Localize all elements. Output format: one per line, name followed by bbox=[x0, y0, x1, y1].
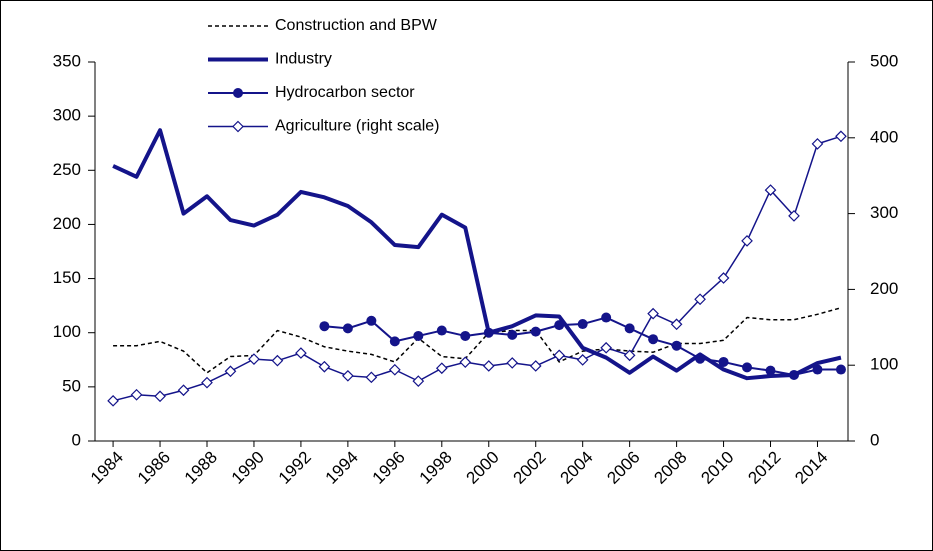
point bbox=[483, 327, 494, 338]
legend-marker bbox=[233, 88, 243, 98]
point bbox=[648, 334, 659, 345]
point bbox=[717, 272, 730, 284]
point bbox=[741, 235, 753, 247]
point bbox=[460, 330, 471, 341]
y-tick-label: 50 bbox=[62, 376, 81, 395]
y-tick-label: 150 bbox=[53, 268, 81, 287]
point bbox=[342, 323, 353, 334]
point bbox=[318, 360, 331, 373]
point bbox=[271, 354, 284, 367]
point bbox=[577, 319, 588, 330]
point bbox=[506, 357, 519, 369]
y-tick-label: 0 bbox=[72, 430, 81, 449]
y-tick-label: 250 bbox=[53, 160, 81, 179]
point bbox=[811, 138, 824, 150]
point bbox=[224, 365, 237, 378]
point bbox=[553, 349, 566, 362]
point bbox=[177, 384, 190, 397]
y-tick-label: 300 bbox=[53, 106, 81, 125]
legend-label: Hydrocarbon sector bbox=[275, 84, 415, 101]
point bbox=[435, 362, 448, 375]
point bbox=[319, 321, 330, 332]
point bbox=[788, 210, 800, 222]
point bbox=[647, 307, 659, 320]
legend-label: Industry bbox=[275, 51, 332, 68]
point bbox=[365, 371, 378, 384]
point bbox=[554, 320, 565, 331]
legend-marker bbox=[232, 120, 244, 133]
y2-tick-label: 400 bbox=[870, 127, 898, 146]
point bbox=[154, 390, 166, 403]
point bbox=[482, 360, 495, 372]
point bbox=[576, 354, 589, 366]
point bbox=[389, 336, 400, 347]
point bbox=[388, 363, 401, 376]
point bbox=[412, 375, 425, 387]
point bbox=[342, 369, 354, 382]
point bbox=[764, 184, 777, 196]
y2-tick-label: 500 bbox=[870, 51, 898, 70]
legend-label: Agriculture (right scale) bbox=[275, 118, 440, 135]
point bbox=[765, 365, 776, 376]
point bbox=[600, 341, 613, 354]
point bbox=[366, 315, 377, 326]
point bbox=[624, 323, 635, 334]
y2-tick-label: 100 bbox=[870, 355, 898, 374]
y-tick-label: 200 bbox=[53, 214, 81, 233]
point bbox=[670, 318, 683, 331]
point bbox=[694, 293, 706, 306]
point bbox=[529, 360, 542, 372]
point bbox=[718, 356, 729, 367]
point bbox=[295, 347, 307, 359]
point bbox=[623, 349, 636, 362]
series-line bbox=[112, 135, 842, 402]
y-tick-label: 100 bbox=[53, 322, 81, 341]
point bbox=[835, 364, 846, 375]
y2-tick-label: 200 bbox=[870, 279, 898, 298]
point bbox=[507, 329, 518, 340]
point bbox=[835, 130, 847, 143]
point bbox=[107, 394, 119, 407]
point bbox=[413, 330, 424, 341]
series-line bbox=[112, 128, 842, 381]
point bbox=[671, 340, 682, 351]
point bbox=[130, 388, 143, 401]
point bbox=[812, 364, 823, 375]
y-tick-label: 350 bbox=[53, 51, 81, 70]
point bbox=[436, 325, 447, 336]
point bbox=[530, 326, 541, 337]
point bbox=[742, 362, 753, 373]
point bbox=[201, 376, 213, 389]
y2-tick-label: 0 bbox=[870, 430, 879, 449]
y2-tick-label: 300 bbox=[870, 203, 898, 222]
point bbox=[695, 353, 706, 364]
point bbox=[248, 353, 260, 365]
point bbox=[788, 369, 799, 380]
point bbox=[459, 356, 472, 369]
legend-label: Construction and BPW bbox=[275, 17, 438, 34]
point bbox=[601, 312, 612, 323]
